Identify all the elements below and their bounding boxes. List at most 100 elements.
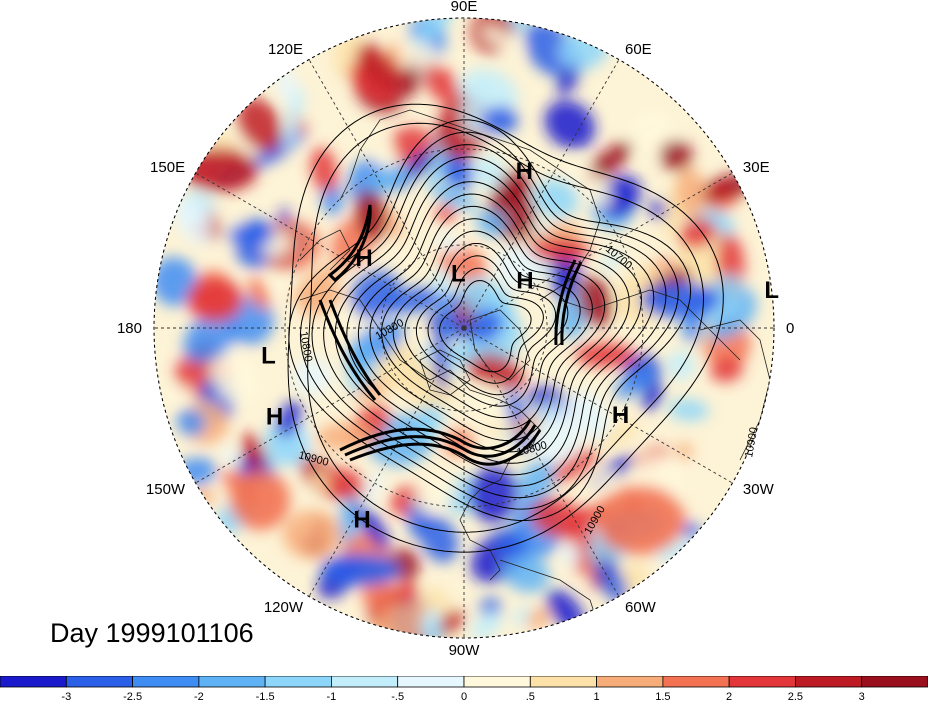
anomaly-blob [667,399,709,421]
jet-core-contour [327,204,372,283]
high-pressure-marker: H [355,245,372,272]
anomaly-blob [374,145,397,168]
anomaly-blob [347,159,387,204]
colorbar-box [65,676,134,688]
height-contour [415,255,557,396]
anomaly-blob [439,246,487,283]
jet-core-contour [560,261,583,346]
anomaly-blob [600,175,641,219]
anomaly-blob [614,365,659,399]
anomaly-blob [367,165,414,192]
colorbar-tick-label: -2 [194,691,204,702]
anomaly-blob [154,257,198,307]
anomaly-blob [292,358,333,395]
meridian-line [195,172,465,329]
anomaly-blob [321,468,366,500]
anomaly-blob [282,510,342,559]
height-contour [323,156,655,487]
coast-africa [699,319,771,461]
high-pressure-marker: H [516,158,533,185]
coast-eurasia [339,109,601,301]
longitude-label: 90E [451,0,478,15]
jet-core-contour [318,299,377,401]
latitude-circle [284,148,644,508]
longitude-label: 90W [449,642,481,659]
longitude-label: 120W [264,599,304,616]
colorbar-tick-label: 1.5 [655,691,670,702]
anomaly-blob [659,140,693,171]
colorbar-box [728,676,796,688]
anomaly-blob [468,466,518,523]
anomaly-blob [241,432,265,469]
anomaly-core [320,554,400,586]
anomaly-blob [675,442,693,460]
pressure-system-markers: H H H L L L H H H [261,158,779,534]
anomaly-blob [476,209,508,237]
meridian-line [463,327,733,484]
height-contour [307,122,705,533]
colorbar-box [397,676,465,688]
meridian-line [308,327,465,597]
colorbar-tick-label: -1.5 [256,691,275,702]
anomaly-blob [666,350,696,380]
colorbar-tick-label: .5 [526,691,535,702]
anomaly-core [595,485,685,555]
anomaly-blob [436,610,464,636]
anomaly-blob [310,147,338,193]
height-contour [404,243,569,407]
anomaly-blob [602,250,622,271]
colorbar-box [0,676,67,688]
high-pressure-marker: H [612,402,629,429]
meridian-line [308,59,465,329]
longitude-label: 0 [786,320,794,337]
height-contours [287,103,724,553]
low-pressure-marker: L [764,277,779,304]
latitude-circle [380,244,548,412]
anomaly-blob [710,357,743,383]
colorbar-tick-label: 3 [859,691,865,702]
anomaly-core [482,106,518,134]
height-contour [334,168,643,476]
colorbar-box [198,676,266,688]
height-contour [299,131,679,510]
contour-label: 10900 [743,426,760,458]
anomaly-blob [544,100,596,150]
anomaly-blob [564,160,612,207]
height-contour [287,103,724,553]
anomaly-blob [596,558,628,605]
colorbar-box [264,676,332,688]
longitude-label: 150E [150,159,185,176]
high-pressure-marker: H [266,403,283,430]
colorbar-tick-label: -2.5 [123,691,142,702]
anomaly-blob [429,183,477,211]
anomaly-blob [423,64,460,104]
anomaly-core [228,223,272,247]
anomaly-blob [272,270,290,292]
height-contour [439,280,532,373]
anomaly-core [230,470,290,530]
map-title: Day 1999101106 [50,618,254,648]
coast-greenland [469,309,531,381]
anomaly-blob [480,26,525,54]
coast-hudson-bay [419,349,471,396]
anomaly-blob [471,611,502,638]
height-contour [392,230,581,419]
anomaly-blob [531,497,581,538]
anomaly-blob [526,607,550,630]
low-pressure-marker: L [451,261,466,288]
longitude-label: 180 [117,320,142,337]
anomaly-blob [356,45,404,91]
longitude-label: 120E [268,41,303,58]
colorbar-box [529,676,597,688]
height-contour [311,144,667,499]
anomaly-blob [675,167,707,220]
colorbar-box [132,676,200,688]
colorbar-tick-label: 2.5 [788,691,803,702]
anomaly-blob [248,277,270,310]
anomaly-core [182,148,258,192]
anomaly-blob [436,204,455,223]
colorbar-box [662,676,730,688]
anomaly-blob [360,470,384,507]
meridian-line [195,327,465,484]
meridian-line [463,59,620,329]
